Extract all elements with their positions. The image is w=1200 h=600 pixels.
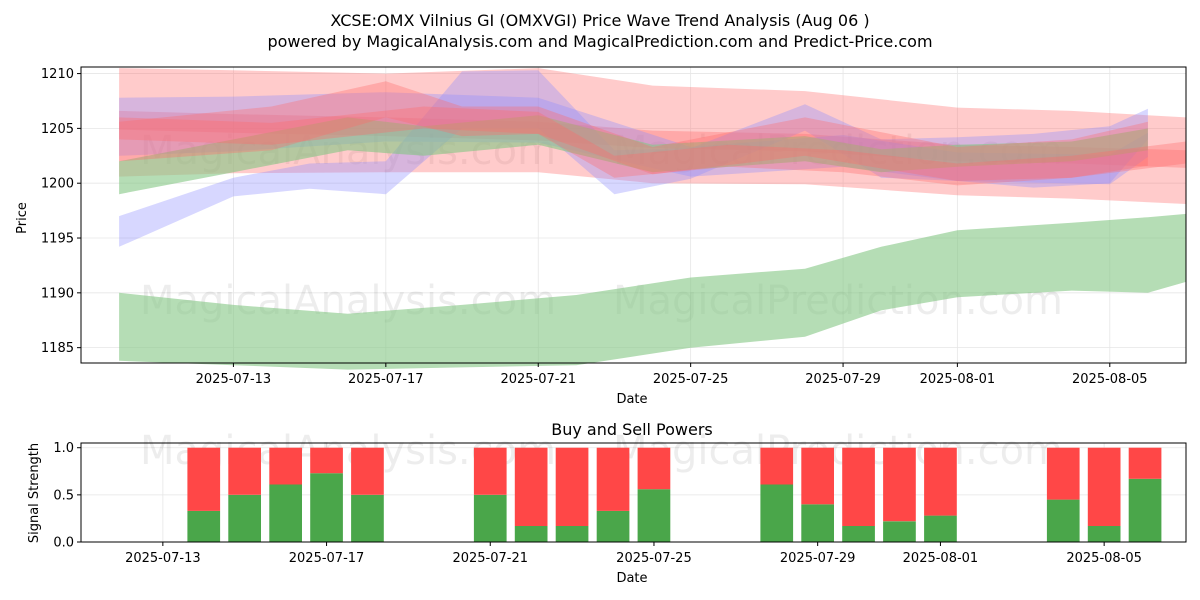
price-x-axis-label: Date xyxy=(616,392,647,407)
powers-y-tick-label: 1.0 xyxy=(53,441,74,456)
price-y-tick-label: 1195 xyxy=(41,232,74,247)
red-wave-band xyxy=(119,106,1187,186)
powers-x-tick-label: 2025-07-25 xyxy=(616,551,692,566)
price-y-tick-label: 1205 xyxy=(41,122,74,137)
price-x-tick-label: 2025-07-17 xyxy=(348,372,424,387)
powers-x-ticks: 2025-07-13 2025-07-17 2025-07-21 2025-07-25… xyxy=(125,542,1142,566)
sell-power-bar xyxy=(187,447,221,511)
sell-power-bar xyxy=(310,447,343,474)
green-wave-band xyxy=(119,115,1148,195)
powers-x-tick-label: 2025-07-21 xyxy=(452,551,528,566)
sell-power-bar xyxy=(1046,447,1080,500)
sell-power-bar xyxy=(228,447,261,495)
sell-power-bar xyxy=(473,447,507,495)
sell-power-bar xyxy=(842,447,875,526)
watermark-text: MagicalPrediction.com xyxy=(613,428,1063,474)
powers-x-tick-label: 2025-07-17 xyxy=(289,551,365,566)
buy-power-bar xyxy=(883,521,916,542)
sell-power-bar xyxy=(351,447,384,495)
powers-y-ticks: 0.0 0.5 1.0 xyxy=(53,441,81,551)
powers-x-tick-label: 2025-08-05 xyxy=(1066,551,1142,566)
price-x-tick-label: 2025-08-01 xyxy=(920,372,996,387)
price-x-tick-label: 2025-07-21 xyxy=(500,372,576,387)
price-grid xyxy=(81,67,1186,363)
green-wave-band xyxy=(119,213,1187,370)
sell-power-bar xyxy=(1087,447,1121,526)
powers-y-axis-label: Signal Strength xyxy=(27,443,42,543)
buy-power-bar xyxy=(760,484,794,542)
sell-power-bar xyxy=(269,447,302,485)
price-y-tick-label: 1190 xyxy=(41,286,74,301)
sell-power-bar xyxy=(924,447,957,516)
buy-power-bar xyxy=(1128,478,1162,542)
powers-x-axis-label: Date xyxy=(616,571,647,586)
price-y-tick-label: 1185 xyxy=(41,341,74,356)
buy-power-bar xyxy=(596,510,630,542)
powers-panel: Buy and Sell Powers MagicalAnalysis.com M… xyxy=(27,420,1187,586)
powers-x-tick-label: 2025-08-01 xyxy=(903,551,979,566)
buy-power-bar xyxy=(1087,526,1121,542)
sell-power-bar xyxy=(555,447,589,526)
price-axes-frame xyxy=(80,66,1187,364)
sell-power-bar xyxy=(883,447,916,522)
price-x-tick-label: 2025-07-25 xyxy=(653,372,729,387)
powers-bars xyxy=(187,447,1162,542)
price-y-tick-label: 1200 xyxy=(41,177,74,192)
buy-power-bar xyxy=(351,494,384,542)
red-wave-band xyxy=(119,81,1148,181)
price-x-ticks: 2025-07-13 2025-07-17 2025-07-21 2025-07-25… xyxy=(196,363,1148,387)
sell-power-bar xyxy=(637,447,671,490)
buy-power-bar xyxy=(473,494,507,542)
price-y-tick-label: 1210 xyxy=(41,67,74,82)
powers-x-tick-label: 2025-07-13 xyxy=(125,551,201,566)
price-x-tick-label: 2025-08-05 xyxy=(1072,372,1148,387)
sell-power-bar xyxy=(514,447,548,526)
price-y-ticks: 1185 1190 1195 1200 1205 1210 xyxy=(41,67,81,356)
buy-power-bar xyxy=(842,526,875,542)
powers-axes-frame xyxy=(80,442,1187,543)
sell-power-bar xyxy=(760,447,794,485)
buy-power-bar xyxy=(924,515,957,542)
price-wave-bands xyxy=(119,68,1187,370)
powers-y-tick-label: 0.0 xyxy=(53,536,74,551)
buy-power-bar xyxy=(1046,499,1080,542)
chart-title-line2: powered by MagicalAnalysis.com and Magic… xyxy=(267,32,932,51)
buy-power-bar xyxy=(801,504,834,542)
buy-power-bar xyxy=(269,484,302,542)
buy-power-bar xyxy=(514,526,548,542)
powers-x-tick-label: 2025-07-29 xyxy=(780,551,856,566)
buy-power-bar xyxy=(310,473,343,542)
powers-title: Buy and Sell Powers xyxy=(551,420,713,439)
price-y-axis-label: Price xyxy=(15,202,30,234)
red-wave-band xyxy=(119,68,1187,204)
buy-power-bar xyxy=(228,494,261,542)
sell-power-bar xyxy=(596,447,630,511)
powers-y-tick-label: 0.5 xyxy=(53,488,74,503)
price-panel: MagicalAnalysis.comMagicalPrediction.com… xyxy=(15,66,1187,407)
sell-power-bar xyxy=(1128,447,1162,479)
price-x-tick-label: 2025-07-13 xyxy=(196,372,272,387)
buy-power-bar xyxy=(555,526,589,542)
buy-power-bar xyxy=(637,489,671,542)
chart-title-line1: XCSE:OMX Vilnius GI (OMXVGI) Price Wave … xyxy=(330,11,869,30)
buy-power-bar xyxy=(187,510,221,542)
sell-power-bar xyxy=(801,447,834,505)
price-x-tick-label: 2025-07-29 xyxy=(805,372,881,387)
